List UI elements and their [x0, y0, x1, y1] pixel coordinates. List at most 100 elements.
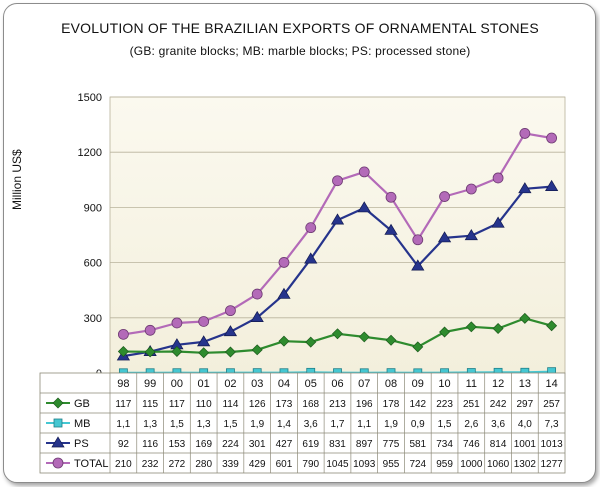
data-label-ps: 619 — [302, 439, 319, 450]
data-label-gb: 168 — [302, 399, 319, 410]
x-tick-label: 00 — [171, 378, 183, 390]
y-tick-label: 300 — [84, 313, 102, 325]
data-label-mb: 7,3 — [545, 419, 559, 430]
data-point-gb — [385, 334, 397, 346]
data-point-gb — [224, 346, 236, 358]
data-label-ps: 1001 — [514, 439, 537, 450]
data-label-mb: 0,9 — [411, 419, 425, 430]
data-table: 98 99 00 01 02 03 04 05 06 07 08 09 10 11 12 13 14 GB 117 1… — [39, 372, 566, 474]
data-label-ps: 814 — [490, 439, 507, 450]
data-label-gb: 173 — [276, 399, 293, 410]
data-point-total — [492, 172, 504, 184]
y-tick-labels: 030060090012001500 — [78, 92, 102, 380]
legend-label-ps: PS — [74, 438, 89, 450]
data-label-ps: 1013 — [540, 439, 563, 450]
data-point-total — [117, 328, 129, 340]
data-point-total — [171, 317, 183, 329]
x-tick-label: 04 — [278, 378, 290, 390]
series-layer — [116, 128, 559, 378]
chart-subtitle: (GB: granite blocks; MB: marble blocks; … — [129, 44, 471, 58]
data-label-mb: 2,6 — [464, 419, 478, 430]
x-tick-label: 01 — [198, 378, 210, 390]
data-label-total: 724 — [409, 459, 426, 470]
data-point-total — [332, 175, 343, 187]
data-point-total — [144, 324, 156, 336]
data-point-total — [198, 316, 210, 327]
data-label-ps: 224 — [222, 439, 239, 450]
data-point-ps — [491, 216, 505, 228]
data-label-total: 280 — [195, 459, 212, 470]
data-point-total — [465, 183, 477, 195]
data-label-total: 955 — [383, 459, 400, 470]
data-label-total: 959 — [436, 459, 453, 470]
data-point-ps — [411, 259, 425, 271]
data-point-gb — [332, 328, 343, 340]
y-tick-label: 600 — [84, 258, 102, 270]
data-label-ps: 746 — [463, 439, 480, 450]
data-point-gb — [546, 320, 558, 332]
data-label-ps: 734 — [436, 439, 453, 450]
data-label-ps: 92 — [118, 439, 130, 450]
table-border — [39, 372, 566, 474]
data-label-mb: 1,5 — [438, 419, 452, 430]
data-label-ps: 775 — [383, 439, 400, 450]
data-label-mb: 1,7 — [331, 419, 345, 430]
data-point-gb — [358, 331, 370, 343]
data-point-gb — [251, 344, 263, 356]
chart-title: EVOLUTION OF THE BRAZILIAN EXPORTS OF OR… — [61, 20, 539, 36]
data-label-gb: 114 — [222, 399, 238, 410]
data-label-total: 1000 — [460, 459, 483, 470]
y-tick-label: 1200 — [78, 147, 102, 159]
data-point-total — [385, 191, 397, 203]
data-label-ps: 581 — [409, 439, 426, 450]
data-point-total — [519, 128, 531, 139]
legend-marker-gb — [52, 397, 64, 409]
data-label-ps: 169 — [195, 439, 212, 450]
data-point-ps — [330, 213, 345, 225]
data-point-gb — [144, 346, 156, 358]
data-point-total — [439, 191, 450, 202]
data-label-ps: 116 — [142, 439, 158, 450]
data-label-total: 429 — [249, 459, 266, 470]
data-label-total: 232 — [142, 459, 159, 470]
x-tick-label: 99 — [144, 378, 156, 390]
x-tick-label: 05 — [305, 378, 317, 390]
data-label-gb: 178 — [383, 399, 400, 410]
data-label-gb: 297 — [517, 399, 534, 410]
data-point-total — [251, 288, 263, 300]
data-label-total: 790 — [302, 459, 319, 470]
legend-label-total: TOTAL — [74, 458, 108, 470]
data-label-mb: 1,1 — [357, 419, 371, 430]
data-label-gb: 242 — [490, 399, 507, 410]
data-label-ps: 427 — [276, 439, 293, 450]
legend-marker-mb — [53, 418, 63, 428]
x-tick-label: 12 — [492, 378, 504, 390]
data-point-gb — [305, 336, 317, 348]
data-point-ps — [437, 231, 452, 243]
data-label-gb: 251 — [463, 399, 480, 410]
data-point-ps — [357, 201, 371, 213]
data-point-gb — [519, 312, 531, 324]
x-tick-label: 14 — [545, 378, 557, 390]
data-label-mb: 1,3 — [143, 419, 157, 430]
legend-marker-total — [52, 457, 64, 469]
data-label-gb: 257 — [543, 399, 560, 410]
data-label-ps: 153 — [169, 439, 186, 450]
data-label-mb: 1,1 — [116, 419, 130, 430]
x-tick-label: 02 — [224, 378, 236, 390]
data-point-ps — [544, 179, 559, 191]
data-label-gb: 142 — [409, 399, 426, 410]
legend-marker-ps — [51, 436, 65, 448]
x-tick-label: 13 — [519, 378, 531, 390]
data-label-gb: 213 — [329, 399, 346, 410]
data-label-gb: 110 — [196, 399, 212, 410]
data-label-mb: 1,5 — [170, 419, 184, 430]
data-point-total — [305, 222, 317, 234]
data-point-gb — [278, 335, 290, 347]
data-label-gb: 117 — [115, 399, 131, 410]
data-point-ps — [304, 252, 318, 264]
data-label-ps: 301 — [249, 439, 266, 450]
data-point-ps — [223, 325, 238, 337]
